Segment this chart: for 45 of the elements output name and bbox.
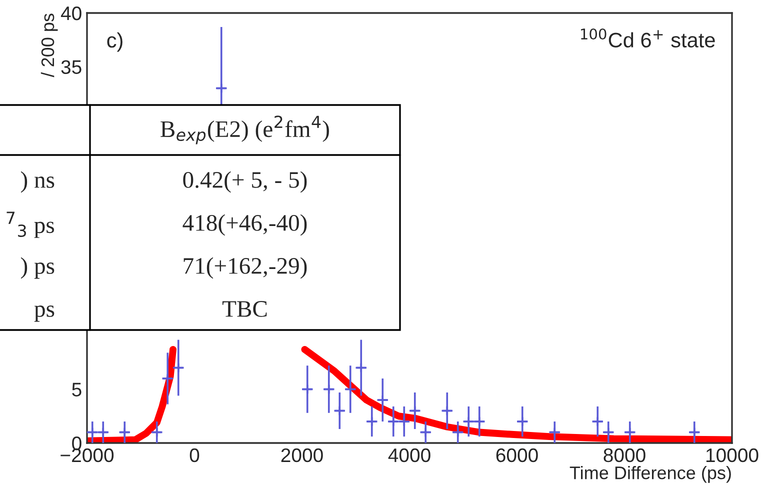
point — [452, 426, 464, 438]
point — [442, 405, 452, 416]
y-tick-label: 40 — [60, 6, 82, 20]
point — [345, 384, 356, 395]
annotation: TBC — [222, 301, 267, 317]
x-tick-label: −2000 — [60, 448, 114, 462]
point — [624, 426, 636, 438]
x-tick-label: 0 — [190, 448, 200, 462]
point — [334, 405, 345, 416]
y-tick-label: 35 — [61, 60, 82, 74]
point — [517, 416, 528, 427]
point — [173, 362, 184, 374]
point — [324, 384, 334, 395]
annotation: $^{100}$Cd 6$^{+}$ state — [581, 28, 715, 48]
y-axis-title: / 200 ps — [40, 14, 58, 78]
x-tick-label: 8000 — [604, 448, 646, 462]
text: ps — [34, 306, 54, 322]
point — [410, 405, 420, 416]
x-tick-label: 4000 — [388, 448, 430, 462]
annotation: 71(+162,-29) — [184, 257, 307, 279]
x-tick-label: 10000 — [706, 448, 758, 462]
point — [377, 394, 388, 406]
point — [366, 416, 378, 427]
text: ) ns — [21, 171, 54, 193]
point — [420, 426, 431, 438]
point — [152, 426, 162, 438]
point — [162, 373, 173, 384]
point — [549, 426, 560, 438]
x-axis-title: Time Difference (ps) — [570, 466, 731, 483]
point — [356, 362, 366, 374]
annotation: 418(+46,-40) — [182, 214, 307, 236]
x-tick-label: 6000 — [496, 448, 538, 462]
point — [603, 426, 614, 438]
text: $^{7}$$_{3}$ ps — [6, 212, 54, 238]
annotation: 0.42(+ 5, - 5) — [183, 171, 307, 193]
point — [216, 82, 227, 94]
x-tick-label: 2000 — [281, 448, 323, 462]
point — [592, 416, 603, 427]
annotation: B$_{exp}$(E2) (e$^{2}$fm$^{4}$) — [160, 116, 329, 144]
annotation: c) — [107, 32, 122, 52]
point — [119, 426, 130, 438]
point — [689, 426, 700, 438]
y-tick-label: 5 — [72, 382, 82, 396]
text: ) ps — [21, 257, 54, 279]
point — [302, 384, 313, 395]
